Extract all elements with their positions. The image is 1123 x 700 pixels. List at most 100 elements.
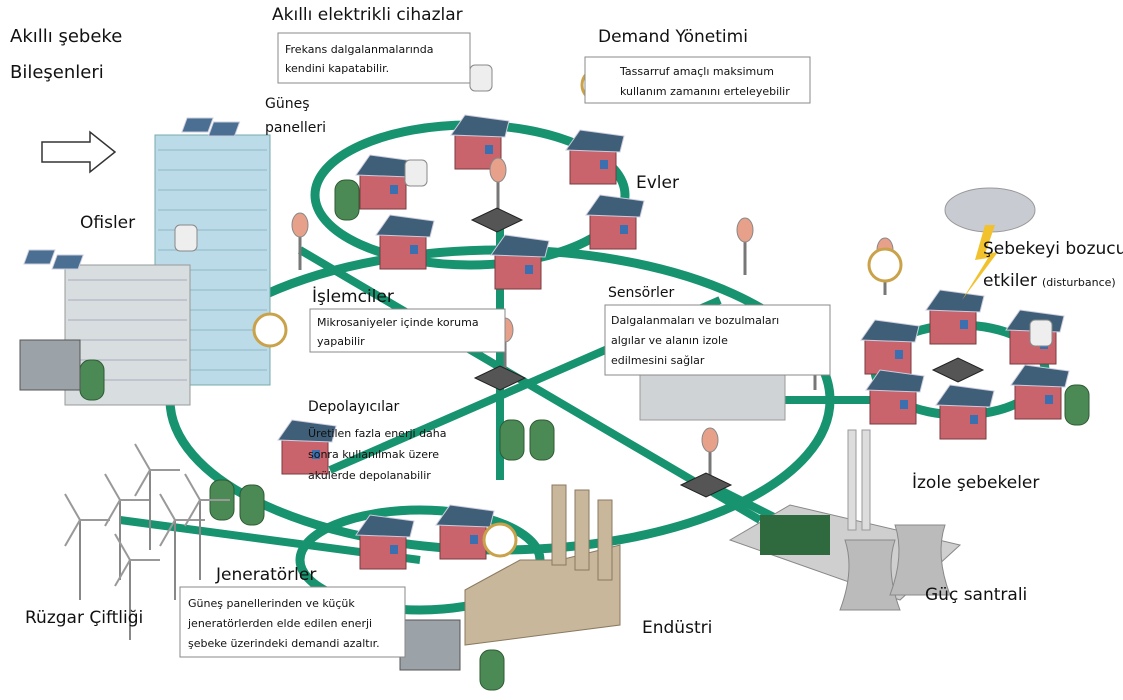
description: Tassarruf amaçlı maksimum bbox=[619, 65, 774, 78]
title: Akıllı şebeke bbox=[10, 26, 122, 47]
label: İşlemciler bbox=[312, 286, 394, 307]
description: sonra kullanılmak üzere bbox=[308, 448, 439, 461]
house bbox=[440, 523, 486, 559]
label: Sensörler bbox=[608, 285, 674, 301]
roof bbox=[926, 290, 984, 312]
smart-plug bbox=[175, 225, 197, 251]
house bbox=[930, 308, 976, 344]
house bbox=[380, 233, 426, 269]
label: Depolayıcılar bbox=[308, 399, 400, 415]
roof bbox=[586, 195, 644, 217]
gauge bbox=[869, 249, 901, 281]
description: jeneratörlerden elde edilen enerji bbox=[187, 617, 372, 630]
roof bbox=[1011, 365, 1069, 387]
house bbox=[865, 338, 911, 374]
generator bbox=[400, 620, 460, 670]
label: Rüzgar Çiftliği bbox=[25, 608, 143, 628]
tank bbox=[530, 420, 554, 460]
turbine-blade bbox=[105, 474, 120, 500]
roof bbox=[936, 385, 994, 407]
house bbox=[870, 388, 916, 424]
window bbox=[390, 185, 398, 194]
smart-plug bbox=[470, 65, 492, 91]
window bbox=[485, 145, 493, 154]
label: Güç santrali bbox=[925, 585, 1027, 605]
tank bbox=[240, 485, 264, 525]
turbine-blade bbox=[65, 520, 80, 546]
description: Dalgalanmaları ve bozulmaları bbox=[611, 314, 779, 327]
roof bbox=[861, 320, 919, 342]
smart-plug bbox=[1030, 320, 1052, 346]
roof bbox=[451, 115, 509, 137]
house bbox=[360, 173, 406, 209]
label: Evler bbox=[636, 173, 679, 193]
stack bbox=[848, 430, 856, 530]
window bbox=[390, 545, 398, 554]
label: Güneş bbox=[265, 96, 310, 112]
window bbox=[620, 225, 628, 234]
chimney bbox=[598, 500, 612, 580]
roof bbox=[566, 130, 624, 152]
description: akülerde depolanabilir bbox=[308, 469, 431, 482]
window bbox=[470, 535, 478, 544]
description: Frekans dalgalanmalarında bbox=[285, 43, 434, 56]
turbine-blade bbox=[65, 494, 80, 520]
tank bbox=[500, 420, 524, 460]
label: panelleri bbox=[265, 120, 326, 136]
label: Endüstri bbox=[642, 618, 712, 638]
description: algılar ve alanın izole bbox=[611, 334, 728, 347]
window bbox=[900, 400, 908, 409]
solar-panel bbox=[182, 118, 213, 132]
description: kullanım zamanını erteleyebilir bbox=[620, 85, 790, 98]
plant-building bbox=[760, 515, 830, 555]
sensor bbox=[490, 158, 506, 182]
gauge bbox=[484, 524, 516, 556]
label: Akıllı elektrikli cihazlar bbox=[272, 5, 463, 25]
processor bbox=[472, 208, 522, 232]
description: Üretilen fazla enerji daha bbox=[308, 427, 447, 440]
label: Demand Yönetimi bbox=[598, 27, 748, 47]
solar-panel bbox=[52, 255, 83, 269]
roof bbox=[376, 215, 434, 237]
sensor bbox=[702, 428, 718, 452]
chimney bbox=[552, 485, 566, 565]
arrow bbox=[42, 132, 115, 172]
turbine-blade bbox=[185, 474, 200, 500]
tank bbox=[1065, 385, 1089, 425]
generator bbox=[20, 340, 80, 390]
window bbox=[1045, 395, 1053, 404]
label: Jeneratörler bbox=[215, 565, 316, 585]
text-box bbox=[278, 33, 470, 83]
title: Bileşenleri bbox=[10, 62, 104, 83]
description: Güneş panellerinden ve küçük bbox=[188, 597, 355, 610]
label: İzole şebekeler bbox=[912, 472, 1039, 493]
house bbox=[590, 213, 636, 249]
description: yapabilir bbox=[317, 335, 365, 348]
window bbox=[970, 415, 978, 424]
stack bbox=[862, 430, 870, 530]
window bbox=[600, 160, 608, 169]
tank bbox=[480, 650, 504, 690]
window bbox=[525, 265, 533, 274]
solar-panel bbox=[209, 122, 240, 136]
turbine-blade bbox=[160, 494, 175, 520]
tank bbox=[80, 360, 104, 400]
turbine-blade bbox=[185, 500, 200, 526]
label: etkiler bbox=[983, 271, 1037, 291]
turbine-blade bbox=[115, 534, 130, 560]
turbine-blade bbox=[135, 444, 150, 470]
description: edilmesini sağlar bbox=[611, 354, 705, 367]
house bbox=[360, 533, 406, 569]
house bbox=[1015, 383, 1061, 419]
label: Şebekeyi bozucu bbox=[983, 239, 1123, 259]
description: şebeke üzerindeki demandi azaltır. bbox=[188, 637, 380, 650]
chimney bbox=[575, 490, 589, 570]
house bbox=[940, 403, 986, 439]
turbine-blade bbox=[135, 470, 150, 496]
cooling-tower bbox=[840, 540, 900, 610]
turbine-blade bbox=[115, 560, 130, 586]
label: Ofisler bbox=[80, 213, 135, 233]
window bbox=[960, 320, 968, 329]
factory bbox=[465, 545, 620, 645]
description: kendini kapatabilir. bbox=[285, 62, 389, 75]
